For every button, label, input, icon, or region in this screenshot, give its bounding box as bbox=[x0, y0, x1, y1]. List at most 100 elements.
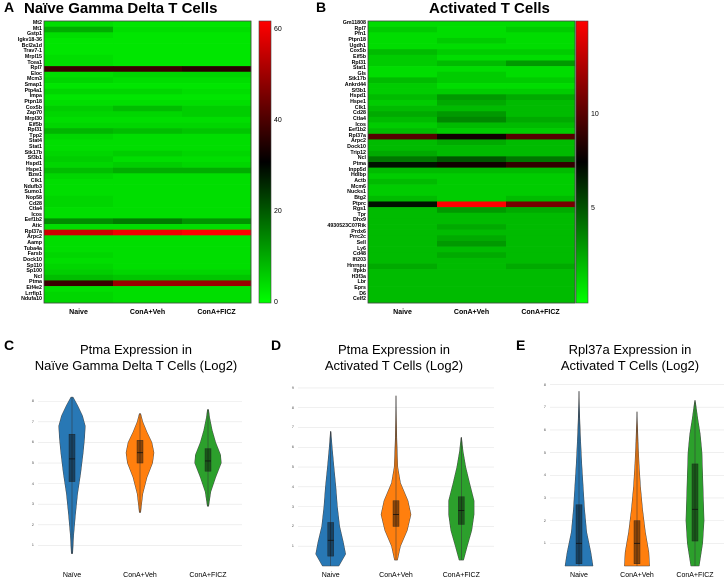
heatmap-cell bbox=[182, 280, 252, 287]
heatmap-cell bbox=[113, 145, 183, 152]
gene-label: Mt2 bbox=[32, 20, 42, 27]
violin-category-label: ConA+FICZ bbox=[189, 572, 227, 579]
heatmap-cell bbox=[437, 77, 507, 84]
gene-label: Rgs1 bbox=[353, 206, 366, 213]
heatmap-cell bbox=[437, 167, 507, 174]
heatmap-cell bbox=[113, 167, 183, 174]
heatmap-cell bbox=[182, 286, 252, 293]
heatmap-cell bbox=[113, 60, 183, 67]
heatmap-column-label: ConA+FICZ bbox=[521, 309, 560, 316]
gene-label: Smap1 bbox=[24, 82, 42, 89]
heatmap-cell bbox=[182, 32, 252, 39]
heatmap-cell bbox=[44, 167, 114, 174]
heatmap-cell bbox=[368, 207, 438, 214]
gene-label: Sumo1 bbox=[24, 189, 42, 196]
gene-label: Ifpkb bbox=[353, 268, 366, 275]
heatmap-cell bbox=[44, 54, 114, 61]
gene-label: Ncl bbox=[33, 273, 42, 280]
violin-ytick-label: 6 bbox=[291, 444, 294, 450]
heatmap-cell bbox=[437, 116, 507, 123]
heatmap-cell bbox=[368, 257, 438, 264]
heatmap-cell bbox=[437, 71, 507, 78]
violin-category-label: Naïve bbox=[62, 572, 82, 579]
violin-ytick-label: 7 bbox=[31, 418, 34, 424]
heatmap-cell bbox=[437, 105, 507, 112]
gene-label: 4930523C07Rik bbox=[327, 223, 366, 230]
violin-ytick-label: 5 bbox=[31, 460, 34, 466]
colorbar-tick-label: 0 bbox=[274, 299, 278, 306]
heatmap-cell bbox=[368, 190, 438, 197]
gene-label: Eif5b bbox=[29, 121, 42, 128]
heatmap-cell bbox=[44, 77, 114, 84]
gene-label: Stk17b bbox=[348, 76, 366, 83]
heatmap-cell bbox=[368, 297, 438, 304]
heatmap-cell bbox=[437, 54, 507, 61]
heatmap-cell bbox=[506, 150, 576, 157]
heatmap-cell bbox=[182, 54, 252, 61]
violin-e-title: Rpl37a Expression in Activated T Cells (… bbox=[535, 342, 725, 375]
heatmap-cell bbox=[437, 26, 507, 33]
violin-category-label: ConA+Veh bbox=[620, 572, 654, 579]
heatmap-cell bbox=[368, 224, 438, 230]
heatmap-cell bbox=[506, 43, 576, 50]
heatmap-cell bbox=[506, 128, 576, 135]
heatmap-cell bbox=[182, 269, 252, 276]
heatmap-cell bbox=[437, 139, 507, 146]
heatmap-cell bbox=[113, 195, 183, 202]
heatmap-cell bbox=[368, 133, 438, 140]
heatmap-cell bbox=[113, 128, 183, 135]
heatmap-cell bbox=[44, 111, 114, 118]
heatmap-cell bbox=[113, 263, 183, 270]
heatmap-cell bbox=[182, 77, 252, 84]
gene-label: Eif5b bbox=[353, 53, 366, 60]
heatmap-cell bbox=[368, 145, 438, 152]
heatmap-cell bbox=[44, 173, 114, 180]
gene-label: Ndufb3 bbox=[23, 183, 42, 190]
heatmap-cell bbox=[368, 269, 438, 276]
heatmap-column-label: ConA+Veh bbox=[129, 309, 166, 316]
heatmap-cell bbox=[368, 150, 438, 157]
gene-label: Dock10 bbox=[23, 256, 42, 263]
heatmap-cell bbox=[506, 207, 576, 214]
heatmap-cell bbox=[113, 269, 183, 276]
gene-label: Stat4 bbox=[29, 138, 42, 145]
heatmap-cell bbox=[182, 60, 252, 67]
violin-iqr-box bbox=[575, 504, 583, 564]
heatmap-border bbox=[367, 20, 576, 304]
heatmap-cell bbox=[437, 297, 507, 304]
violin-ytick-label: 1 bbox=[543, 540, 546, 546]
heatmap-cell bbox=[506, 286, 576, 293]
heatmap-cell bbox=[182, 26, 252, 33]
heatmap-cell bbox=[182, 173, 252, 180]
heatmap-cell bbox=[113, 246, 183, 253]
heatmap-cell bbox=[113, 297, 183, 304]
heatmap-cell bbox=[368, 162, 438, 168]
gene-label: Btg2 bbox=[354, 194, 366, 201]
gene-label: Eloc bbox=[30, 70, 42, 77]
gene-label: Ctla4 bbox=[29, 206, 42, 213]
gene-label: Impa bbox=[29, 93, 42, 100]
violin-ytick-label: 2 bbox=[31, 521, 34, 527]
heatmap-cell bbox=[44, 207, 114, 214]
gene-label: Bcl2a1d bbox=[21, 42, 42, 49]
heatmap-cell bbox=[437, 190, 507, 197]
heatmap-cell bbox=[506, 178, 576, 185]
heatmap-cell bbox=[368, 43, 438, 50]
heatmap-cell bbox=[44, 116, 114, 123]
heatmap-cell bbox=[44, 190, 114, 197]
heatmap-cell bbox=[182, 133, 252, 140]
heatmap-cell bbox=[506, 156, 576, 163]
heatmap-border bbox=[43, 20, 252, 304]
heatmap-cell bbox=[506, 145, 576, 152]
heatmap-cell bbox=[113, 207, 183, 214]
violin-d-title: Ptma Expression in Activated T Cells (Lo… bbox=[290, 342, 498, 375]
gene-label: Clk1 bbox=[30, 177, 42, 184]
heatmap-cell bbox=[182, 190, 252, 197]
heatmap-cell bbox=[368, 195, 438, 202]
violin-ytick-label: 1 bbox=[31, 542, 34, 548]
heatmap-cell bbox=[44, 37, 114, 44]
heatmap-cell bbox=[182, 291, 252, 298]
heatmap-cell bbox=[182, 21, 252, 27]
heatmap-cell bbox=[368, 139, 438, 146]
